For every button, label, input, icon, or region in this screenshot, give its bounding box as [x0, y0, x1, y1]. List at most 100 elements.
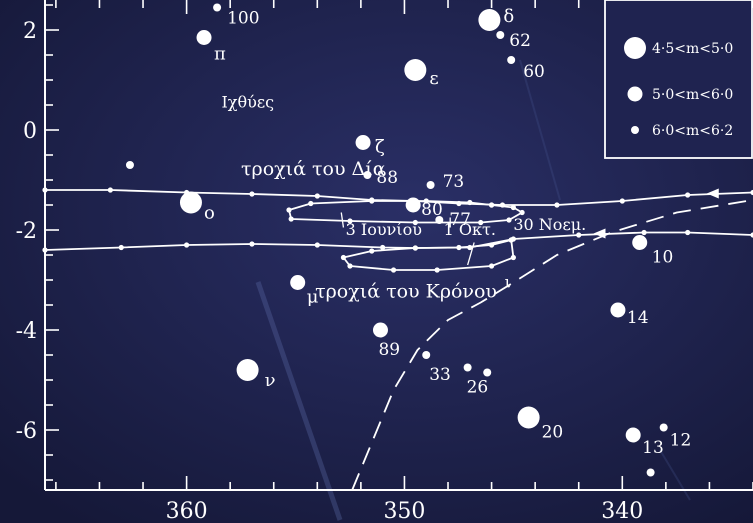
- sky-streak: [255, 281, 343, 521]
- saturn-path-dot: [314, 242, 320, 248]
- legend-marker-small: [631, 126, 639, 134]
- star-small: [507, 56, 516, 64]
- star-label: 89: [378, 340, 400, 360]
- jupiter-path-dot: [314, 193, 320, 199]
- star-small: [646, 468, 655, 477]
- star-label: 26: [467, 378, 489, 398]
- date-marker-line: [340, 212, 345, 228]
- jupiter-path-dot: [249, 191, 255, 197]
- saturn-path-label: τροχιά του Κρόνου: [315, 281, 497, 303]
- sky-streak: [659, 449, 691, 501]
- star-label: 12: [670, 431, 692, 451]
- saturn-path-dot: [118, 244, 124, 251]
- star-label: 62: [509, 31, 531, 51]
- star-label: ε: [429, 68, 438, 89]
- saturn-path-dot: [685, 229, 691, 236]
- date-marker-line: [466, 242, 475, 266]
- jupiter-path-dot: [554, 202, 560, 208]
- star-label: π: [214, 44, 226, 65]
- y-tick-label: -6: [16, 419, 37, 444]
- annotations-layer: Ιχθύες 3 Ιουνίου 1 Οκτ. 30 Νοεμ. ι: [221, 93, 586, 292]
- saturn-loop-dot: [488, 242, 495, 248]
- star-label: ζ: [375, 137, 385, 158]
- star-large: [478, 9, 501, 31]
- star-medium: [405, 197, 421, 213]
- saturn-loop-dot: [510, 254, 516, 261]
- jupiter-path-dot: [42, 187, 48, 193]
- star-medium: [372, 322, 388, 338]
- y-tick-label: -2: [16, 219, 37, 244]
- ecliptic-dashed-line: [351, 199, 753, 491]
- star-medium: [632, 235, 648, 250]
- legend-marker-medium: [627, 86, 643, 102]
- saturn-path-dot: [576, 232, 582, 238]
- annotation-label: ι: [505, 273, 511, 292]
- y-tick-label: -4: [16, 319, 37, 344]
- saturn-loop-dot: [488, 263, 495, 269]
- star-medium: [196, 30, 212, 45]
- star-label: 60: [523, 62, 545, 82]
- legend-marker-large: [624, 37, 646, 59]
- saturn-loop-dot: [340, 254, 347, 261]
- star-medium: [290, 275, 306, 290]
- star-small: [463, 363, 472, 372]
- y-tick-label: 2: [23, 19, 37, 44]
- star-label: ο: [204, 203, 215, 224]
- jupiter-path-dot: [685, 192, 691, 198]
- saturn-direction-arrow: [593, 228, 606, 239]
- star-label: 77: [449, 210, 471, 230]
- star-small: [496, 31, 505, 39]
- saturn-path-dot: [380, 244, 386, 251]
- star-large: [179, 191, 202, 214]
- star-label: 14: [627, 308, 649, 328]
- saturn-loop-dot: [412, 245, 418, 251]
- star-small: [363, 171, 372, 179]
- star-small: [435, 216, 444, 224]
- star-medium: [610, 302, 626, 318]
- jupiter-loop-dot: [478, 219, 484, 226]
- star-label: δ: [503, 6, 514, 27]
- star-label: 100: [227, 9, 259, 29]
- saturn-loop-dot: [508, 237, 514, 243]
- jupiter-loop-dot: [506, 217, 512, 223]
- y-tick-label: 0: [23, 119, 37, 144]
- sky-streak: [519, 59, 561, 201]
- star-large: [236, 359, 259, 381]
- saturn-loop-dot: [369, 248, 375, 254]
- saturn-loop-dot: [347, 263, 353, 269]
- star-small: [483, 368, 492, 377]
- star-small: [659, 423, 668, 432]
- jupiter-loop-dot: [488, 202, 495, 208]
- star-label: 88: [376, 168, 398, 188]
- legend-box: [604, 0, 753, 159]
- jupiter-path-label: τροχιά του Δία: [241, 158, 386, 180]
- star-label: 13: [642, 438, 664, 458]
- star-large: [404, 59, 427, 81]
- legend-entry-label: 5·0<m<6·0: [652, 87, 733, 103]
- star-small: [213, 3, 222, 12]
- saturn-path-dot: [184, 242, 190, 248]
- legend-entry-label: 6·0<m<6·2: [652, 123, 733, 139]
- jupiter-direction-arrow: [706, 188, 719, 199]
- star-medium: [355, 135, 371, 150]
- star-label: 73: [443, 172, 465, 192]
- star-small: [426, 181, 435, 189]
- star-label: 10: [652, 248, 674, 268]
- jupiter-loop-dot: [423, 198, 429, 204]
- star-label: ν: [265, 370, 276, 391]
- saturn-path-dot: [42, 247, 48, 253]
- x-tick-label: 350: [383, 499, 425, 523]
- legend: 4·5<m<5·0 5·0<m<6·0 6·0<m<6·2: [604, 0, 753, 159]
- jupiter-loop-dot: [467, 199, 473, 206]
- annotation-label: 1 Οκτ.: [444, 220, 496, 239]
- star-medium: [625, 427, 641, 443]
- jupiter-path-dot: [619, 198, 625, 204]
- jupiter-loop-dot: [288, 216, 294, 222]
- star-small: [125, 161, 134, 169]
- saturn-loop-dot: [434, 267, 440, 273]
- x-tick-label: 360: [166, 499, 208, 523]
- star-label: μ: [307, 287, 319, 308]
